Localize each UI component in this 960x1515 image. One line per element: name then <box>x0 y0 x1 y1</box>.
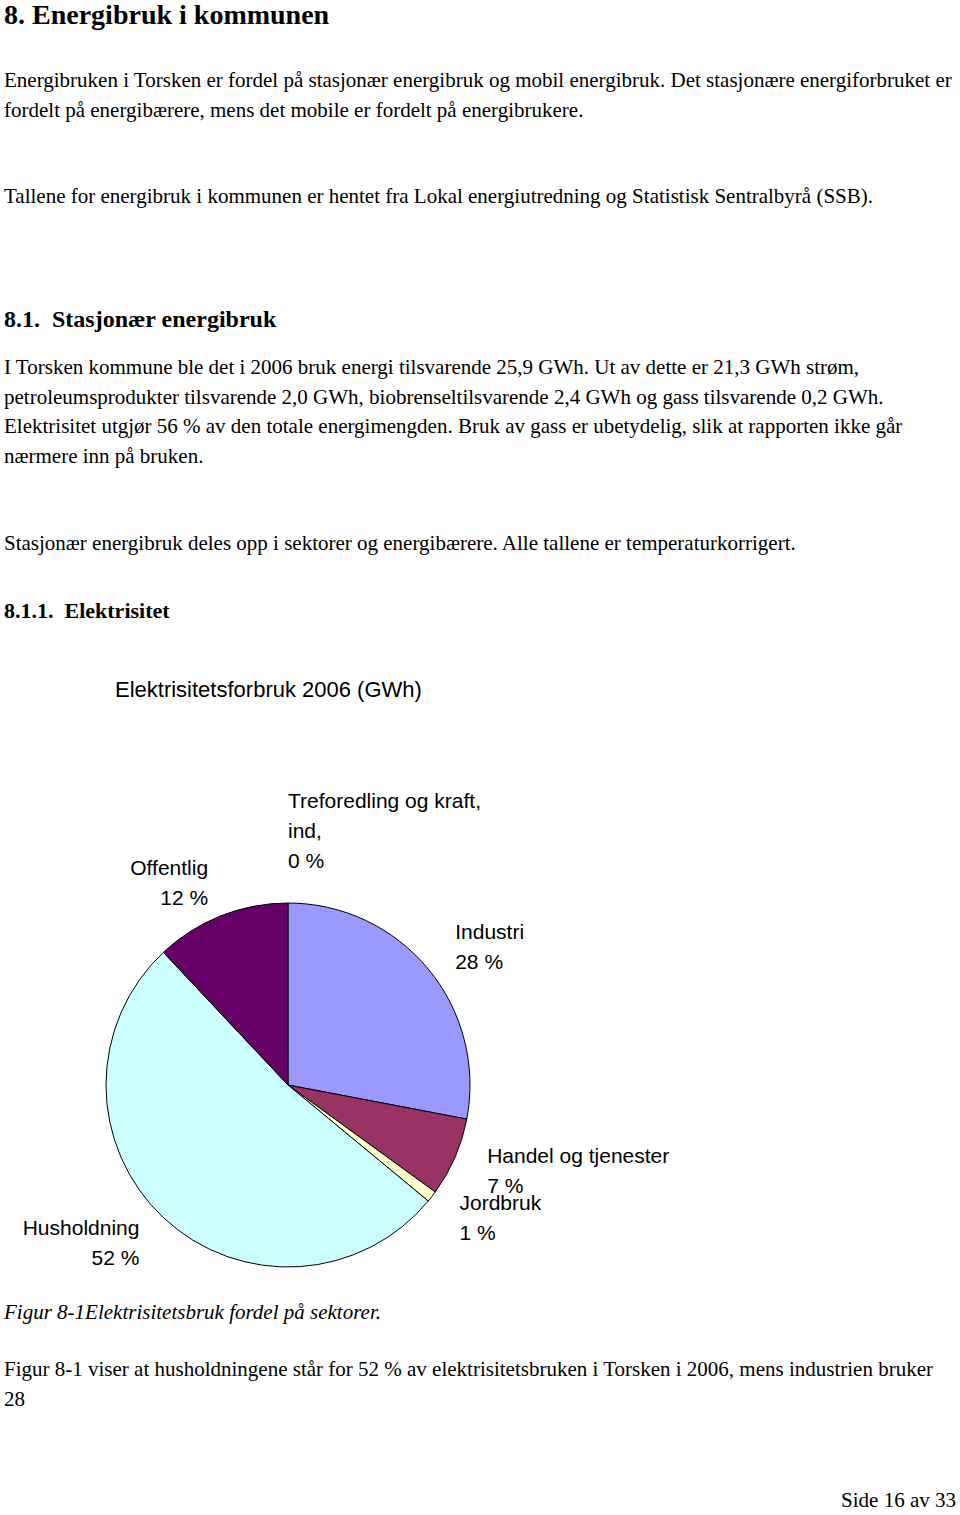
svg-text:Industri28 %: Industri28 % <box>455 920 524 973</box>
html-text:Side 16 av 33: Side 16 av 33 <box>841 1488 956 1512</box>
svg-text:Handel og tjenester7 %: Handel og tjenester7 % <box>487 1144 669 1197</box>
html-text:8. Energibruk i kommunen: 8. Energibruk i kommunen <box>4 0 330 30</box>
html-text:Energibruken i Torsken er ford: Energibruken i Torsken er fordel på stas… <box>4 68 952 122</box>
html-text:Stasjonær energibruk deles opp: Stasjonær energibruk deles opp i sektore… <box>4 531 796 555</box>
html-text:Elektrisitetsforbruk 2006 (GWh: Elektrisitetsforbruk 2006 (GWh) <box>115 677 422 702</box>
html-text:Tallene for energibruk i kommu: Tallene for energibruk i kommunen er hen… <box>4 184 873 208</box>
html-text:8.1.1. Elektrisitet: 8.1.1. Elektrisitet <box>4 598 170 623</box>
html-text:Figur 8-1 viser at husholdning: Figur 8-1 viser at husholdningene står f… <box>4 1357 933 1411</box>
svg-text:Offentlig12 %: Offentlig12 % <box>130 856 208 909</box>
svg-text:Jordbruk1 %: Jordbruk1 % <box>459 1191 541 1244</box>
svg-text:Husholdning52 %: Husholdning52 % <box>23 1216 140 1269</box>
html-text:8.1. Stasjonær energibruk: 8.1. Stasjonær energibruk <box>4 306 277 332</box>
html-text:Figur 8-1Elektrisitetsbruk for: Figur 8-1Elektrisitetsbruk fordel på sek… <box>4 1300 381 1324</box>
html-text:I Torsken kommune ble det i 20: I Torsken kommune ble det i 2006 bruk en… <box>4 355 903 468</box>
svg-text:Treforedling og kraft,ind,0 %: Treforedling og kraft,ind,0 % <box>288 789 481 872</box>
